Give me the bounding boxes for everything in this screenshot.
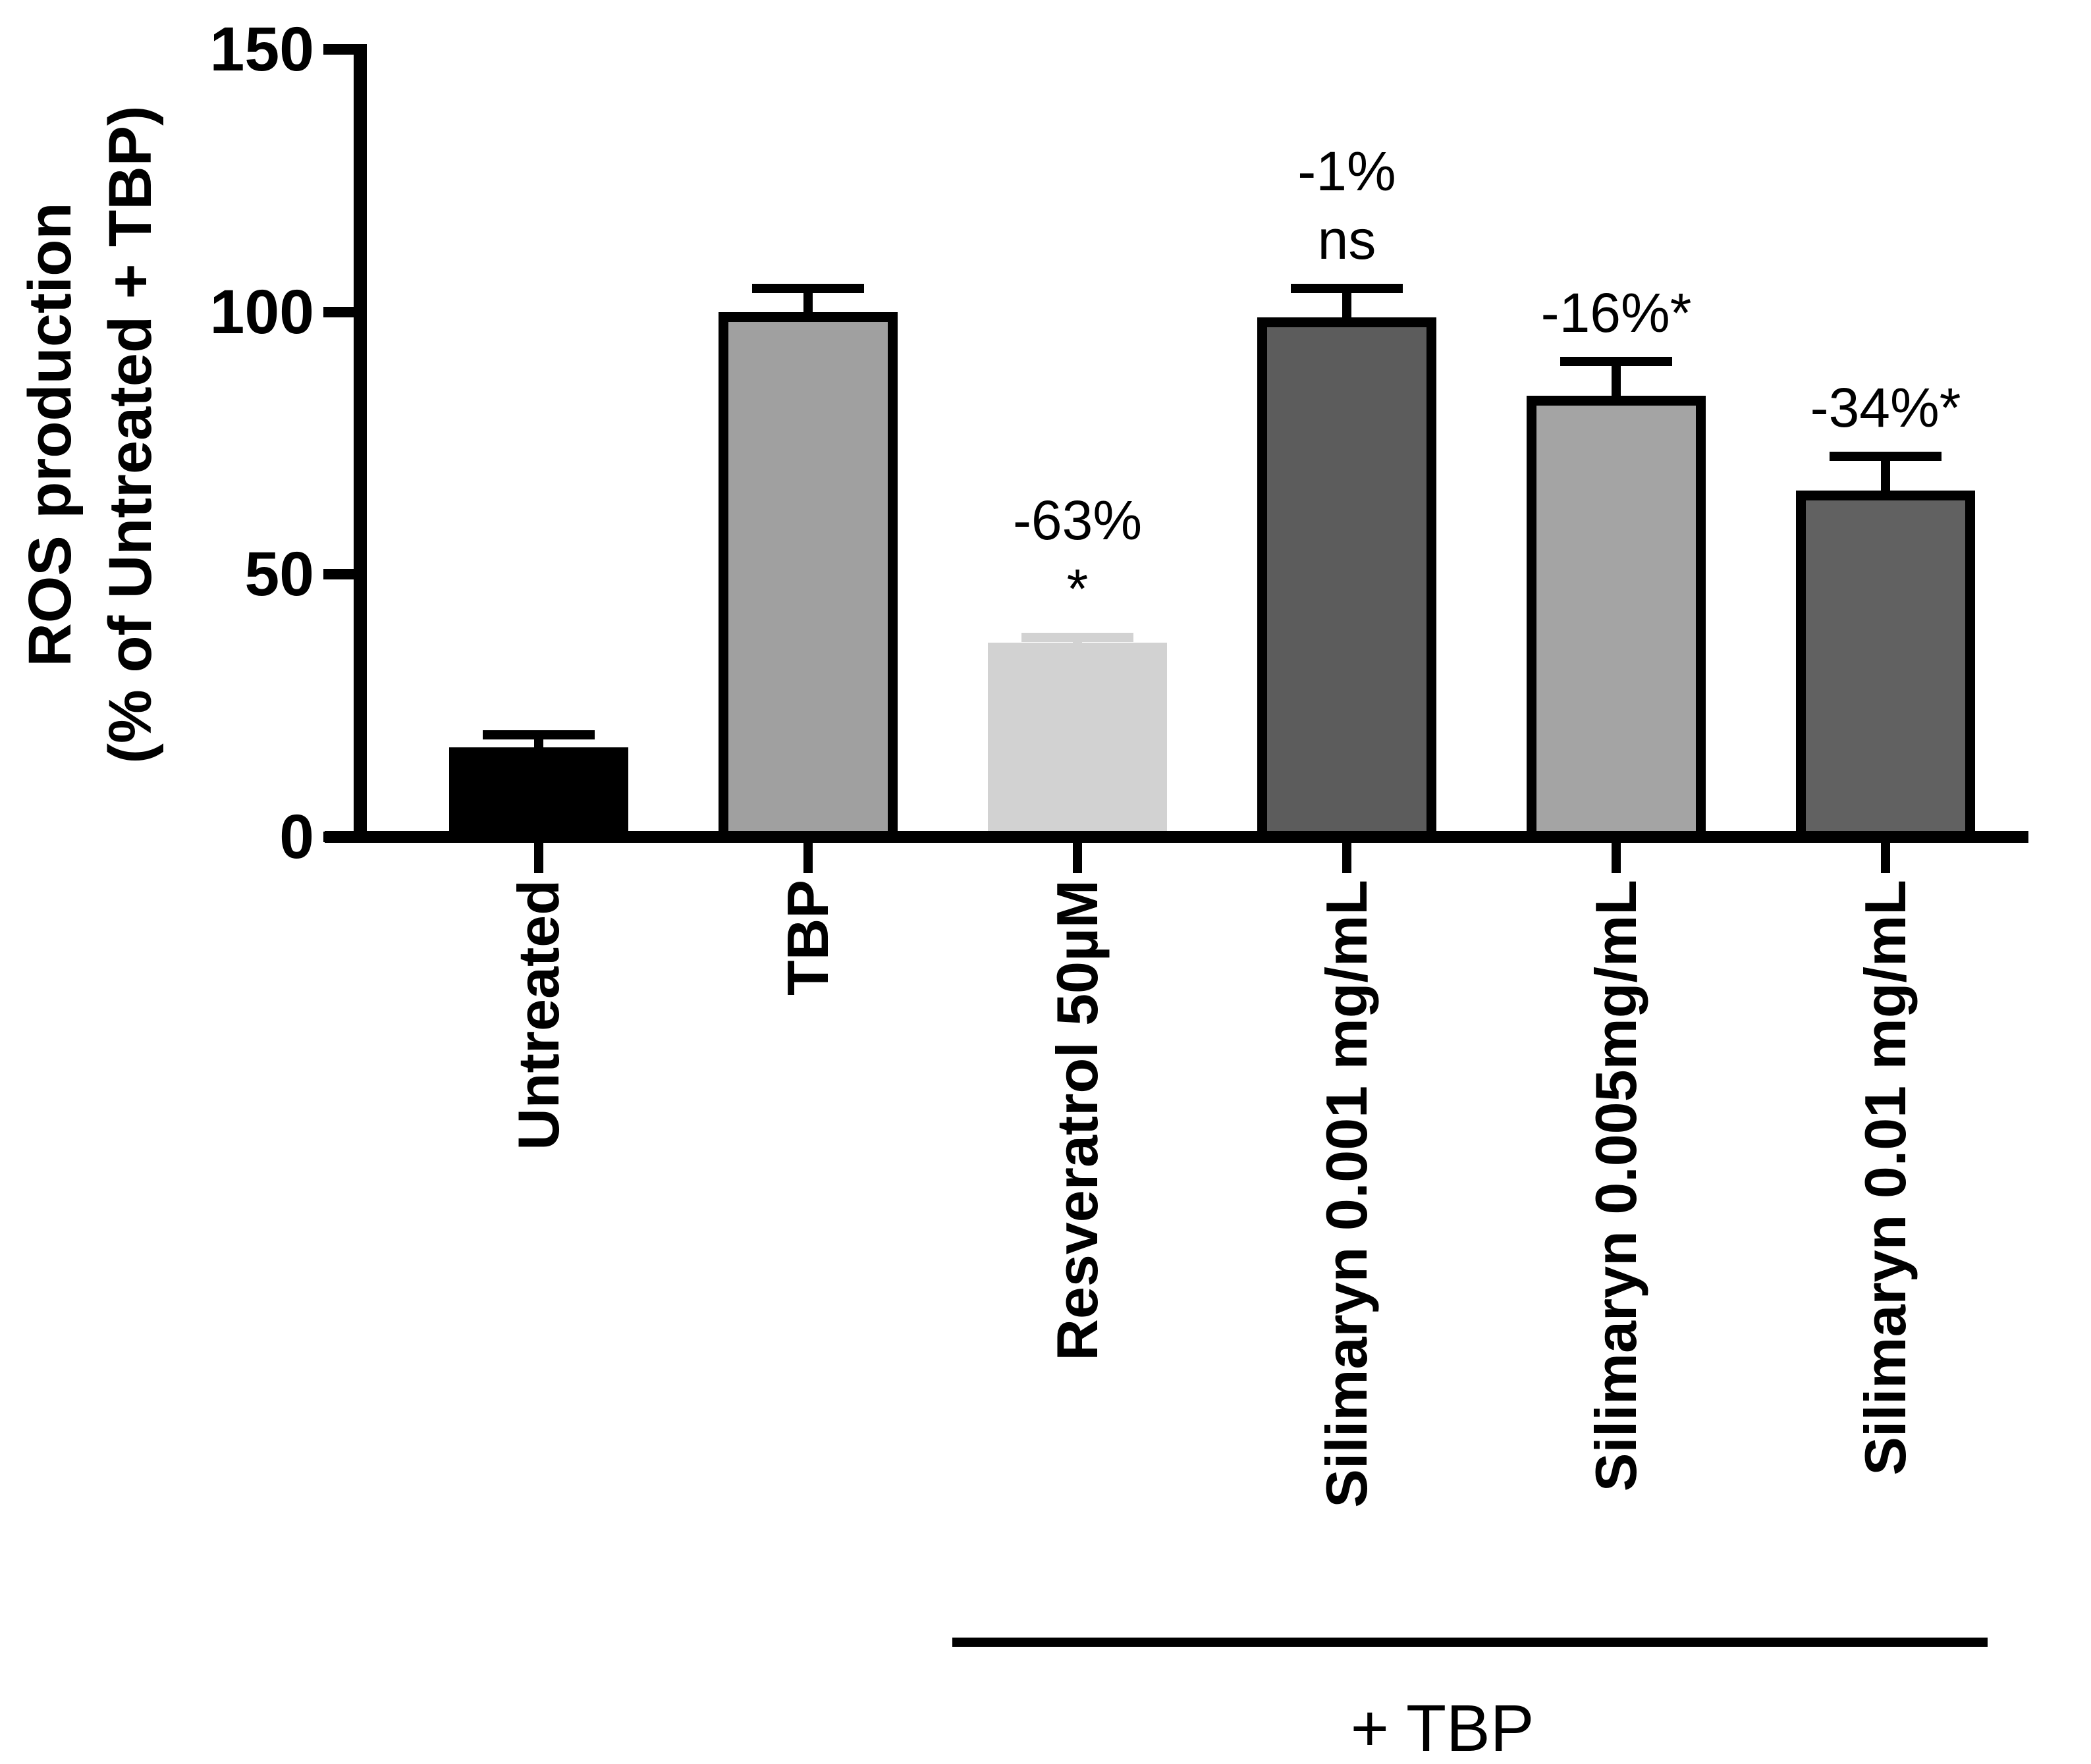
y-tick-label: 0 xyxy=(279,802,314,872)
error-bar-cap xyxy=(1021,633,1133,642)
category-tick xyxy=(534,843,543,873)
bar-4 xyxy=(1527,396,1706,843)
category-label-4: Silimaryn 0.005mg/mL xyxy=(1583,880,1648,1492)
y-axis-title: ROS production (% of Untreated + TBP) xyxy=(10,0,175,928)
y-axis-title-line: (% of Untreated + TBP) xyxy=(97,105,164,764)
category-label-0: Untreated xyxy=(506,880,571,1150)
y-tick-label: 100 xyxy=(209,277,314,347)
category-label-3: Silimaryn 0.001 mg/mL xyxy=(1314,880,1379,1508)
bar-annotation-line: * xyxy=(1066,558,1089,620)
bar-annotation-2: -63% * xyxy=(880,486,1275,623)
y-axis-title-line: ROS production xyxy=(16,202,84,667)
category-tick xyxy=(1073,843,1082,873)
y-tick-label: 150 xyxy=(209,14,314,84)
bar-1 xyxy=(719,311,898,843)
category-tick xyxy=(1342,843,1351,873)
bar-0 xyxy=(449,747,628,843)
y-axis-line xyxy=(354,44,367,843)
bar-annotation-line: -16%* xyxy=(1540,282,1692,344)
bar-annotation-line: ns xyxy=(1317,208,1376,271)
x-axis-line xyxy=(325,831,2028,843)
category-tick xyxy=(1612,843,1621,873)
error-bar-cap xyxy=(1560,357,1672,367)
bar-3 xyxy=(1257,317,1436,843)
group-bracket-line xyxy=(952,1638,1988,1647)
category-label-2: Resveratrol 50µM xyxy=(1045,880,1110,1361)
group-bracket-label: + TBP xyxy=(1350,1692,1534,1764)
error-bar-cap xyxy=(1830,451,1942,461)
bar-annotation-line: -1% xyxy=(1297,140,1396,202)
y-tick xyxy=(323,306,358,317)
error-bar-cap xyxy=(752,283,864,293)
category-label-1: TBP xyxy=(775,880,840,996)
y-tick xyxy=(323,569,358,580)
bar-2 xyxy=(988,642,1167,843)
category-label-5: Silimaryn 0.01 mg/mL xyxy=(1853,880,1918,1476)
bar-annotation-3: -1% ns xyxy=(1149,137,1544,274)
bar-annotation-line: -34%* xyxy=(1810,376,1961,439)
y-tick xyxy=(323,44,358,55)
bar-annotation-4: -16%* xyxy=(1419,279,1814,347)
bar-annotation-5: -34%* xyxy=(1688,373,2083,442)
y-tick-label: 50 xyxy=(244,539,314,610)
bar-5 xyxy=(1796,490,1975,843)
category-tick xyxy=(1881,843,1890,873)
error-bar-cap xyxy=(1291,283,1403,293)
error-bar-cap xyxy=(483,730,595,739)
category-tick xyxy=(803,843,813,873)
y-tick xyxy=(323,832,358,842)
bar-annotation-line: -63% xyxy=(1012,489,1143,551)
